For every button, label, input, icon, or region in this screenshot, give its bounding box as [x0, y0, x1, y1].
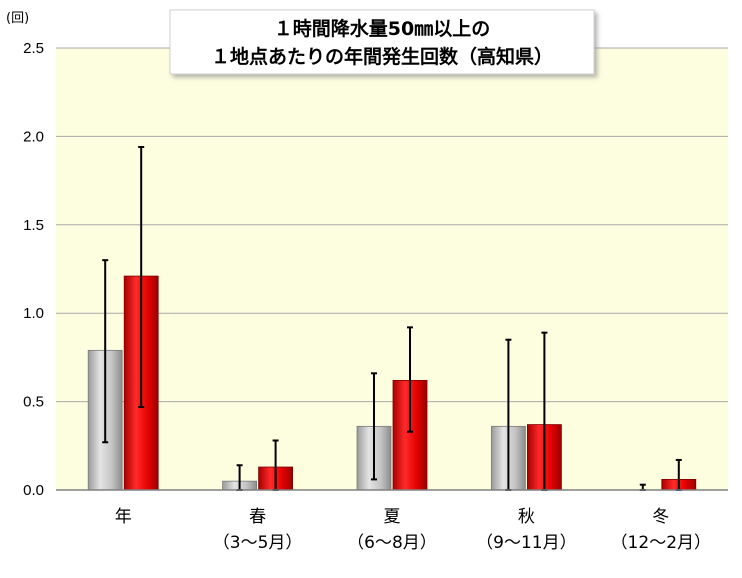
- x-category-sublabel: （3～5月）: [213, 533, 303, 553]
- x-category-label: 春: [249, 507, 266, 527]
- error-bar-series-2-cat-1: [138, 146, 145, 408]
- x-category-label: 年: [115, 507, 132, 527]
- y-tick-label: 2.0: [23, 128, 44, 145]
- error-bar-series-1-cat-3: [371, 372, 377, 481]
- x-category-label: 夏: [384, 507, 401, 527]
- x-category-label: 冬: [652, 507, 669, 527]
- y-tick-label: 1.5: [23, 217, 44, 234]
- gridlines: [56, 47, 728, 403]
- y-tick-label: 2.5: [23, 40, 44, 57]
- x-category-labels: 年 春 （3～5月） 夏 （6～8月） 秋 （9～11月） 冬 （12～2月）: [115, 507, 711, 553]
- x-category-sublabel: （12～2月）: [611, 533, 711, 553]
- y-tick-label: 0.5: [23, 394, 44, 411]
- y-tick-label: 0.0: [23, 482, 44, 499]
- plot-area: [56, 48, 728, 490]
- chart-title-line-2: １地点あたりの年間発生回数（高知県）: [211, 45, 553, 68]
- y-tick-label: 1.0: [23, 305, 44, 322]
- y-tick-labels: 0.0 0.5 1.0 1.5 2.0 2.5: [23, 40, 44, 499]
- error-bar-series-1-cat-1: [102, 259, 109, 444]
- title-box: [169, 9, 595, 75]
- x-category-label: 秋: [518, 507, 535, 527]
- x-category-sublabel: （9～11月）: [476, 533, 576, 553]
- error-bar-series-2-cat-3: [407, 326, 413, 433]
- x-category-sublabel: （6～8月）: [347, 533, 437, 553]
- y-unit-label: (回): [6, 11, 29, 26]
- chart-title-line-1: １時間降水量50㎜以上の: [274, 17, 490, 40]
- error-bars: [102, 146, 682, 491]
